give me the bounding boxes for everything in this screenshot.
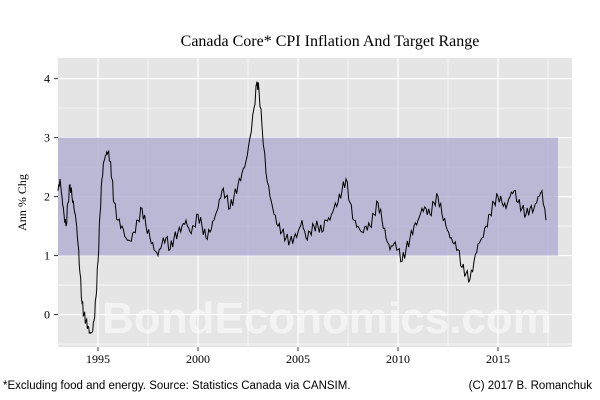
core-cpi-line	[57, 81, 547, 335]
y-axis-label: Ann % Chg	[15, 174, 29, 231]
x-tick-label: 2010	[386, 352, 410, 366]
footer-copyright: (C) 2017 B. Romanchuk	[469, 380, 593, 392]
y-axis: 0 1 2 3 4	[44, 72, 58, 322]
y-tick-label: 4	[44, 72, 50, 86]
x-axis: 1995 2000 2005 2010 2015	[86, 347, 510, 366]
y-tick-label: 0	[44, 308, 50, 322]
x-tick-label: 2015	[486, 352, 510, 366]
y-tick-label: 3	[44, 131, 50, 145]
y-tick-label: 1	[44, 249, 50, 263]
x-tick-label: 1995	[86, 352, 110, 366]
y-tick-label: 2	[44, 190, 50, 204]
watermark: BondEconomics.com	[102, 294, 552, 343]
chart-title: Canada Core* CPI Inflation And Target Ra…	[181, 33, 480, 50]
x-tick-label: 2005	[286, 352, 310, 366]
footer-note: *Excluding food and energy. Source: Stat…	[3, 380, 351, 392]
x-tick-label: 2000	[186, 352, 210, 366]
